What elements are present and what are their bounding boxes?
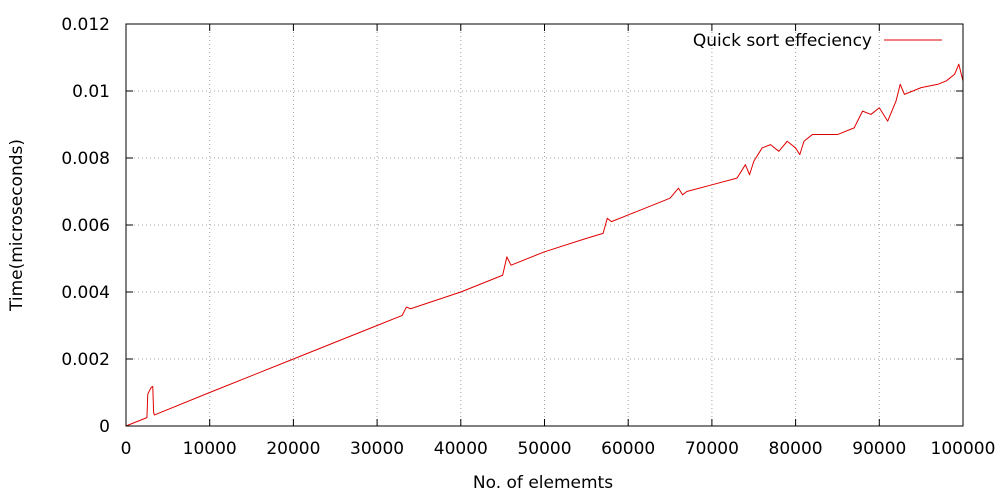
grid-lines	[126, 24, 963, 426]
y-axis-label: Time(microseconds)	[7, 139, 27, 312]
legend: Quick sort effeciency	[693, 31, 942, 51]
tick-labels: 0 10000 20000 30000 40000 50000 60000 70000 8000…	[61, 15, 995, 459]
y-tick-label: 0.01	[72, 82, 110, 102]
x-tick-label: 0	[121, 439, 132, 459]
legend-label-quick-sort: Quick sort effeciency	[693, 31, 872, 51]
x-tick-label: 40000	[434, 439, 488, 459]
x-tick-label: 30000	[350, 439, 404, 459]
y-tick-label: 0	[99, 417, 110, 437]
y-tick-label: 0.004	[61, 283, 110, 303]
x-tick-label: 50000	[517, 439, 571, 459]
series-line-quick-sort	[125, 63, 964, 427]
series-layer	[125, 63, 964, 427]
x-tick-label: 70000	[685, 439, 739, 459]
plot-border	[125, 23, 964, 427]
x-tick-label: 10000	[183, 439, 237, 459]
y-tick-label: 0.002	[61, 350, 110, 370]
x-tick-label: 90000	[852, 439, 906, 459]
x-tick-label: 20000	[266, 439, 320, 459]
x-tick-label: 100000	[931, 439, 996, 459]
x-tick-label: 80000	[769, 439, 823, 459]
x-axis-label: No. of elememts	[473, 473, 613, 493]
x-tick-label: 60000	[601, 439, 655, 459]
y-tick-label: 0.008	[61, 149, 110, 169]
y-tick-label: 0.012	[61, 15, 110, 35]
y-tick-label: 0.006	[61, 216, 110, 236]
